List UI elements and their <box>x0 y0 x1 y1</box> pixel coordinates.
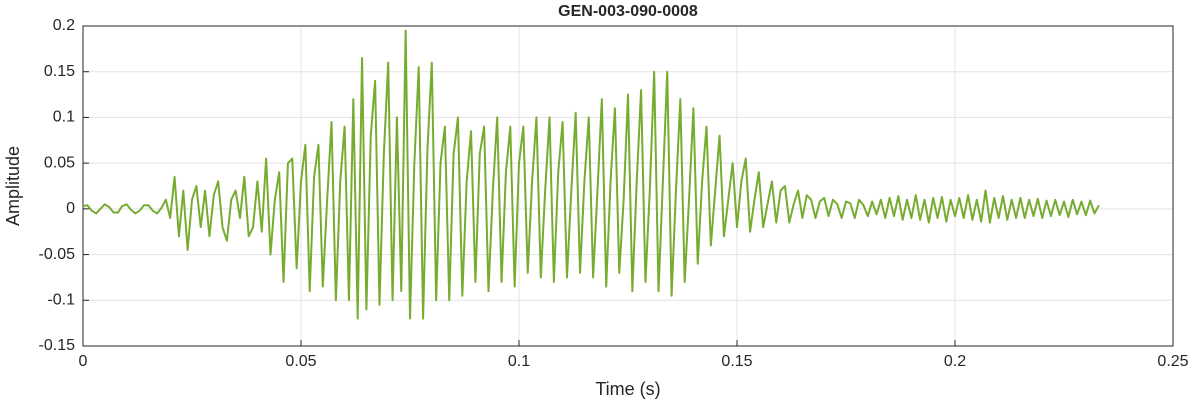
x-tick-label: 0.2 <box>944 353 966 370</box>
x-tick-label: 0.15 <box>721 353 752 370</box>
y-tick-label: 0.2 <box>53 17 75 34</box>
chart-title: GEN-003-090-0008 <box>558 3 698 20</box>
y-tick-label: -0.1 <box>47 292 75 309</box>
y-tick-label: 0 <box>66 200 75 217</box>
y-tick-label: 0.05 <box>44 154 75 171</box>
waveform-line <box>82 29 1100 320</box>
y-tick-label: 0.1 <box>53 109 75 126</box>
y-tick-label: 0.15 <box>44 63 75 80</box>
x-tick-label: 0.1 <box>508 353 530 370</box>
x-tick-label: 0.05 <box>285 353 316 370</box>
y-tick-label: -0.05 <box>39 246 76 263</box>
x-tick-label: 0 <box>79 353 88 370</box>
x-axis-label: Time (s) <box>595 379 660 399</box>
plot-frame <box>82 25 1174 347</box>
y-tick-label: -0.15 <box>39 337 76 354</box>
y-axis-label: Amplitude <box>3 146 23 226</box>
x-tick-label: 0.25 <box>1157 353 1188 370</box>
